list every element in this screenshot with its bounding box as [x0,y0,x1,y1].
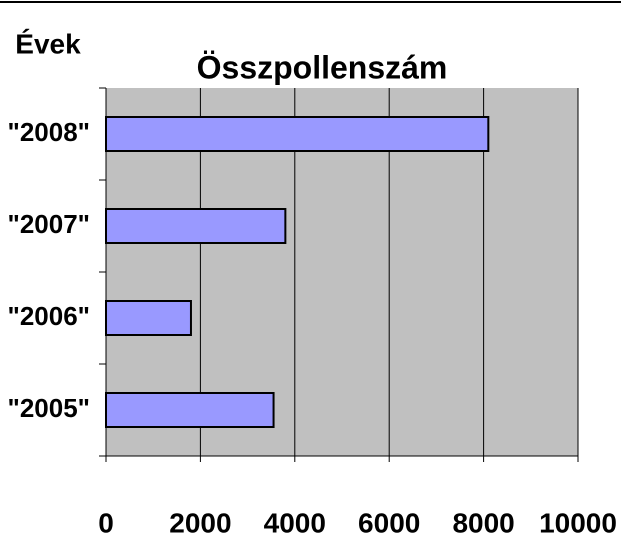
x-tick-label: 2000 [169,507,231,538]
bar [105,116,490,152]
y-tick-label: "2006" [8,301,91,331]
bar [105,300,192,336]
bar [105,208,287,244]
y-tick-label: "2007" [8,209,91,239]
chart-title: Összpollenszám [197,49,448,85]
x-tick-label: 8000 [452,507,514,538]
y-tick-label: "2008" [8,117,91,147]
x-tick-label: 4000 [264,507,326,538]
x-tick-label: 10000 [539,507,617,538]
x-tick-label: 6000 [358,507,420,538]
y-axis-label: Évek [15,28,81,59]
bar [105,392,275,428]
x-tick-label: 0 [98,507,114,538]
y-tick-label: "2005" [8,393,91,423]
